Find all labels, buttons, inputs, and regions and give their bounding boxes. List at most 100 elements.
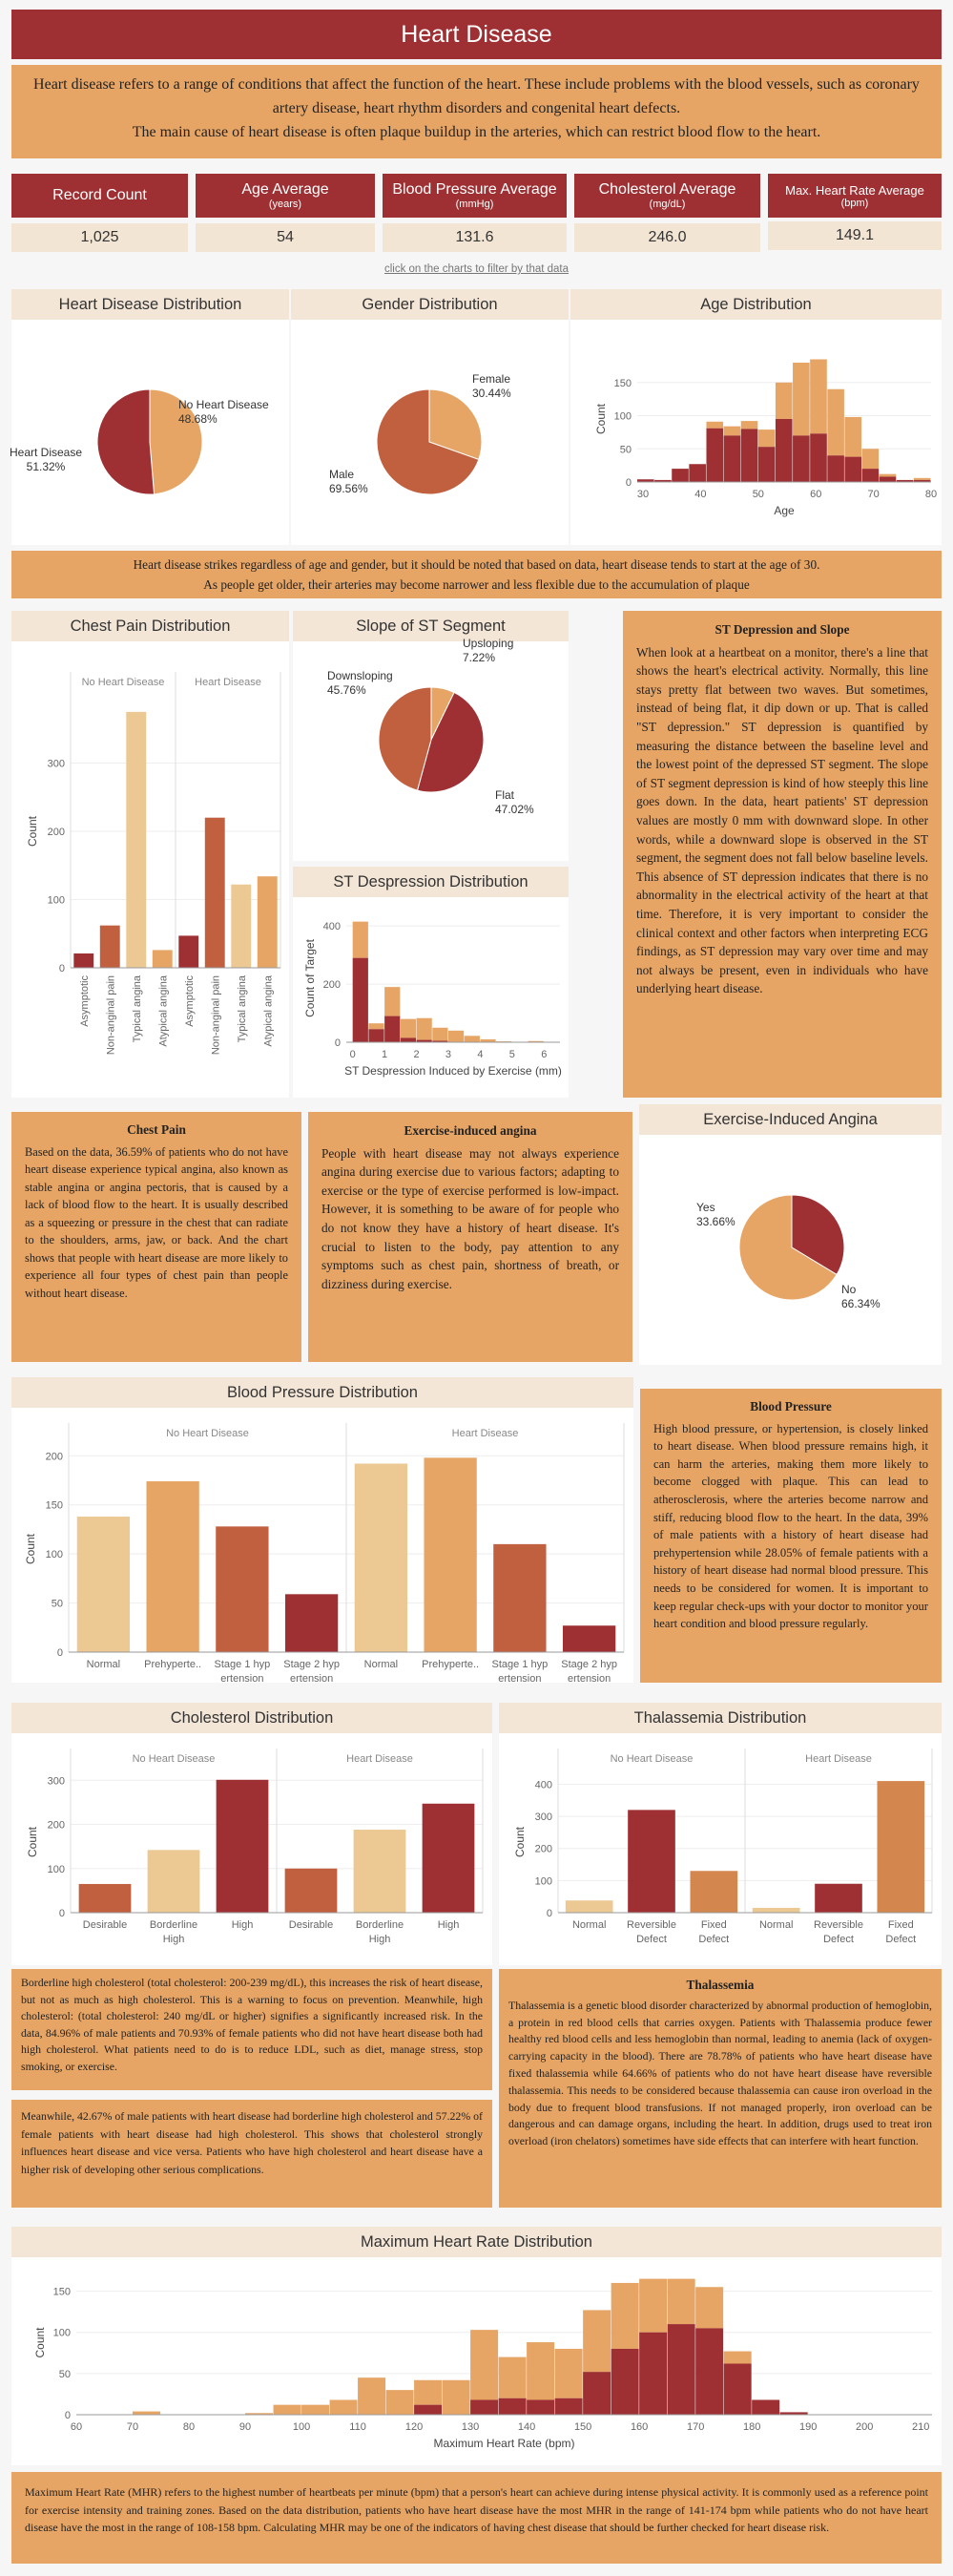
bar[interactable] xyxy=(231,884,252,968)
bar[interactable] xyxy=(147,1850,200,1913)
blood-pressure-distribution-panel[interactable]: Blood Pressure Distribution 0 50 100 150 200… xyxy=(11,1377,633,1685)
bar-no-heart-disease[interactable] xyxy=(554,2348,583,2398)
bar-heart-disease[interactable] xyxy=(706,428,724,482)
pie-slice[interactable] xyxy=(738,1194,838,1301)
pie-slice[interactable] xyxy=(96,388,155,495)
bar-no-heart-disease[interactable] xyxy=(879,473,897,477)
bar-heart-disease[interactable] xyxy=(861,469,880,482)
bar[interactable] xyxy=(152,950,173,968)
pie-slice[interactable] xyxy=(378,686,432,791)
bar-heart-disease[interactable] xyxy=(793,435,810,482)
bar[interactable] xyxy=(353,1830,406,1913)
bar-heart-disease[interactable] xyxy=(844,456,862,482)
bar-no-heart-disease[interactable] xyxy=(329,2399,358,2415)
bar-heart-disease[interactable] xyxy=(723,435,741,482)
bar-no-heart-disease[interactable] xyxy=(775,382,793,419)
st-depression-histogram[interactable]: 0 200 400 0 1 2 3 4 5 6 ST Despression Induced by … xyxy=(293,867,569,1098)
bar-heart-disease[interactable] xyxy=(527,2399,555,2415)
bar-heart-disease[interactable] xyxy=(583,2372,611,2415)
bar-no-heart-disease[interactable] xyxy=(400,1018,417,1038)
bar-heart-disease[interactable] xyxy=(667,2324,695,2415)
gender-distribution-panel[interactable]: Gender Distribution Female 30.44% Male 69.5… xyxy=(291,289,569,545)
bar[interactable] xyxy=(99,925,120,968)
bar-heart-disease[interactable] xyxy=(432,1040,448,1042)
bar-heart-disease[interactable] xyxy=(611,2348,639,2415)
bar-heart-disease[interactable] xyxy=(672,469,689,482)
bar-no-heart-disease[interactable] xyxy=(498,2356,527,2398)
bar-heart-disease[interactable] xyxy=(723,2363,752,2415)
bar-heart-disease[interactable] xyxy=(827,455,844,482)
bar-no-heart-disease[interactable] xyxy=(301,2404,330,2415)
kpi-max-heart-rate-average[interactable]: Max. Heart Rate Average (bpm) 149.1 xyxy=(768,174,942,250)
bar-heart-disease[interactable] xyxy=(639,2332,668,2415)
bar[interactable] xyxy=(73,953,94,968)
bar[interactable] xyxy=(78,1883,132,1913)
kpi-cholesterol-average[interactable]: Cholesterol Average (mg/dL) 246.0 xyxy=(574,174,760,252)
thalassemia-distribution-panel[interactable]: Thalassemia Distribution 0 100 200 300 400 No… xyxy=(499,1703,942,1965)
bar[interactable] xyxy=(752,1907,800,1913)
bar[interactable] xyxy=(493,1543,547,1652)
bar[interactable] xyxy=(815,1883,862,1913)
age-histogram[interactable]: 0 50 100 150 30 40 50 60 70 80 Age Count xyxy=(570,289,942,545)
bar-heart-disease[interactable] xyxy=(498,2398,527,2415)
bar-no-heart-disease[interactable] xyxy=(384,987,401,1016)
bar[interactable] xyxy=(877,1781,925,1913)
bar-no-heart-disease[interactable] xyxy=(810,359,827,434)
bar-heart-disease[interactable] xyxy=(810,433,827,482)
bar-heart-disease[interactable] xyxy=(554,2398,583,2415)
age-distribution-panel[interactable]: Age Distribution 0 50 100 150 30 40 50 60 70 80 Ag… xyxy=(570,289,942,545)
bar-heart-disease[interactable] xyxy=(779,2412,808,2415)
bar-no-heart-disease[interactable] xyxy=(527,2342,555,2400)
bar-heart-disease[interactable] xyxy=(896,479,914,482)
bar-heart-disease[interactable] xyxy=(414,2404,443,2415)
st-depression-distribution-panel[interactable]: ST Despression Distribution 0 200 400 0 1 2 3 4… xyxy=(293,867,569,1098)
kpi-age-average[interactable]: Age Average (years) 54 xyxy=(196,174,375,252)
bar[interactable] xyxy=(565,1900,613,1913)
bar-heart-disease[interactable] xyxy=(654,479,672,482)
bar-heart-disease[interactable] xyxy=(775,419,793,482)
bar-no-heart-disease[interactable] xyxy=(385,2390,414,2415)
bar-no-heart-disease[interactable] xyxy=(133,2411,161,2415)
cholesterol-bar-chart[interactable]: 0 100 200 300 No Heart Disease Desirable Borde… xyxy=(11,1703,492,1965)
max-heart-rate-histogram[interactable]: 0 50 100 150 60 70 80 90 100 110 120 130 140 150 160 17… xyxy=(11,2227,942,2465)
bar[interactable] xyxy=(126,711,147,968)
bar-heart-disease[interactable] xyxy=(689,464,706,482)
bar-no-heart-disease[interactable] xyxy=(432,1027,448,1041)
bar[interactable] xyxy=(284,1868,338,1913)
bar-no-heart-disease[interactable] xyxy=(245,2413,274,2415)
bar-no-heart-disease[interactable] xyxy=(723,426,741,436)
bar-no-heart-disease[interactable] xyxy=(611,2282,639,2349)
bar-no-heart-disease[interactable] xyxy=(695,2287,724,2329)
bar-heart-disease[interactable] xyxy=(384,1016,401,1042)
bar-no-heart-disease[interactable] xyxy=(470,2330,499,2400)
thalassemia-bar-chart[interactable]: 0 100 200 300 400 No Heart Disease Normal Rever… xyxy=(499,1703,942,1965)
bar-no-heart-disease[interactable] xyxy=(352,921,368,958)
bar[interactable] xyxy=(257,876,278,968)
pie-slice[interactable] xyxy=(791,1194,845,1276)
bar-no-heart-disease[interactable] xyxy=(639,2278,668,2333)
bar-no-heart-disease[interactable] xyxy=(793,362,810,436)
bar-no-heart-disease[interactable] xyxy=(827,388,844,456)
bar[interactable] xyxy=(562,1625,616,1652)
bar[interactable] xyxy=(178,935,199,968)
bar-heart-disease[interactable] xyxy=(740,429,758,482)
pie-slice[interactable] xyxy=(416,691,485,793)
bar-no-heart-disease[interactable] xyxy=(528,1040,544,1042)
bar-heart-disease[interactable] xyxy=(913,479,931,482)
bar-no-heart-disease[interactable] xyxy=(861,449,880,470)
cholesterol-distribution-panel[interactable]: Cholesterol Distribution 0 100 200 300 No He… xyxy=(11,1703,492,1965)
chest-pain-bar-chart[interactable]: 0 100 200 300 No Heart Disease Asymptotic Non-… xyxy=(11,611,289,1098)
bar[interactable] xyxy=(204,817,225,968)
bar-no-heart-disease[interactable] xyxy=(723,2351,752,2364)
chest-pain-distribution-panel[interactable]: Chest Pain Distribution 0 100 200 300 No Hea… xyxy=(11,611,289,1098)
bar[interactable] xyxy=(216,1526,269,1652)
bar[interactable] xyxy=(424,1457,477,1652)
bar-heart-disease[interactable] xyxy=(695,2328,724,2415)
bar[interactable] xyxy=(422,1803,475,1913)
max-heart-rate-distribution-panel[interactable]: Maximum Heart Rate Distribution 0 50 100 15… xyxy=(11,2227,942,2465)
bar-heart-disease[interactable] xyxy=(879,476,897,482)
bar-no-heart-disease[interactable] xyxy=(706,421,724,429)
bar-no-heart-disease[interactable] xyxy=(368,1023,384,1030)
